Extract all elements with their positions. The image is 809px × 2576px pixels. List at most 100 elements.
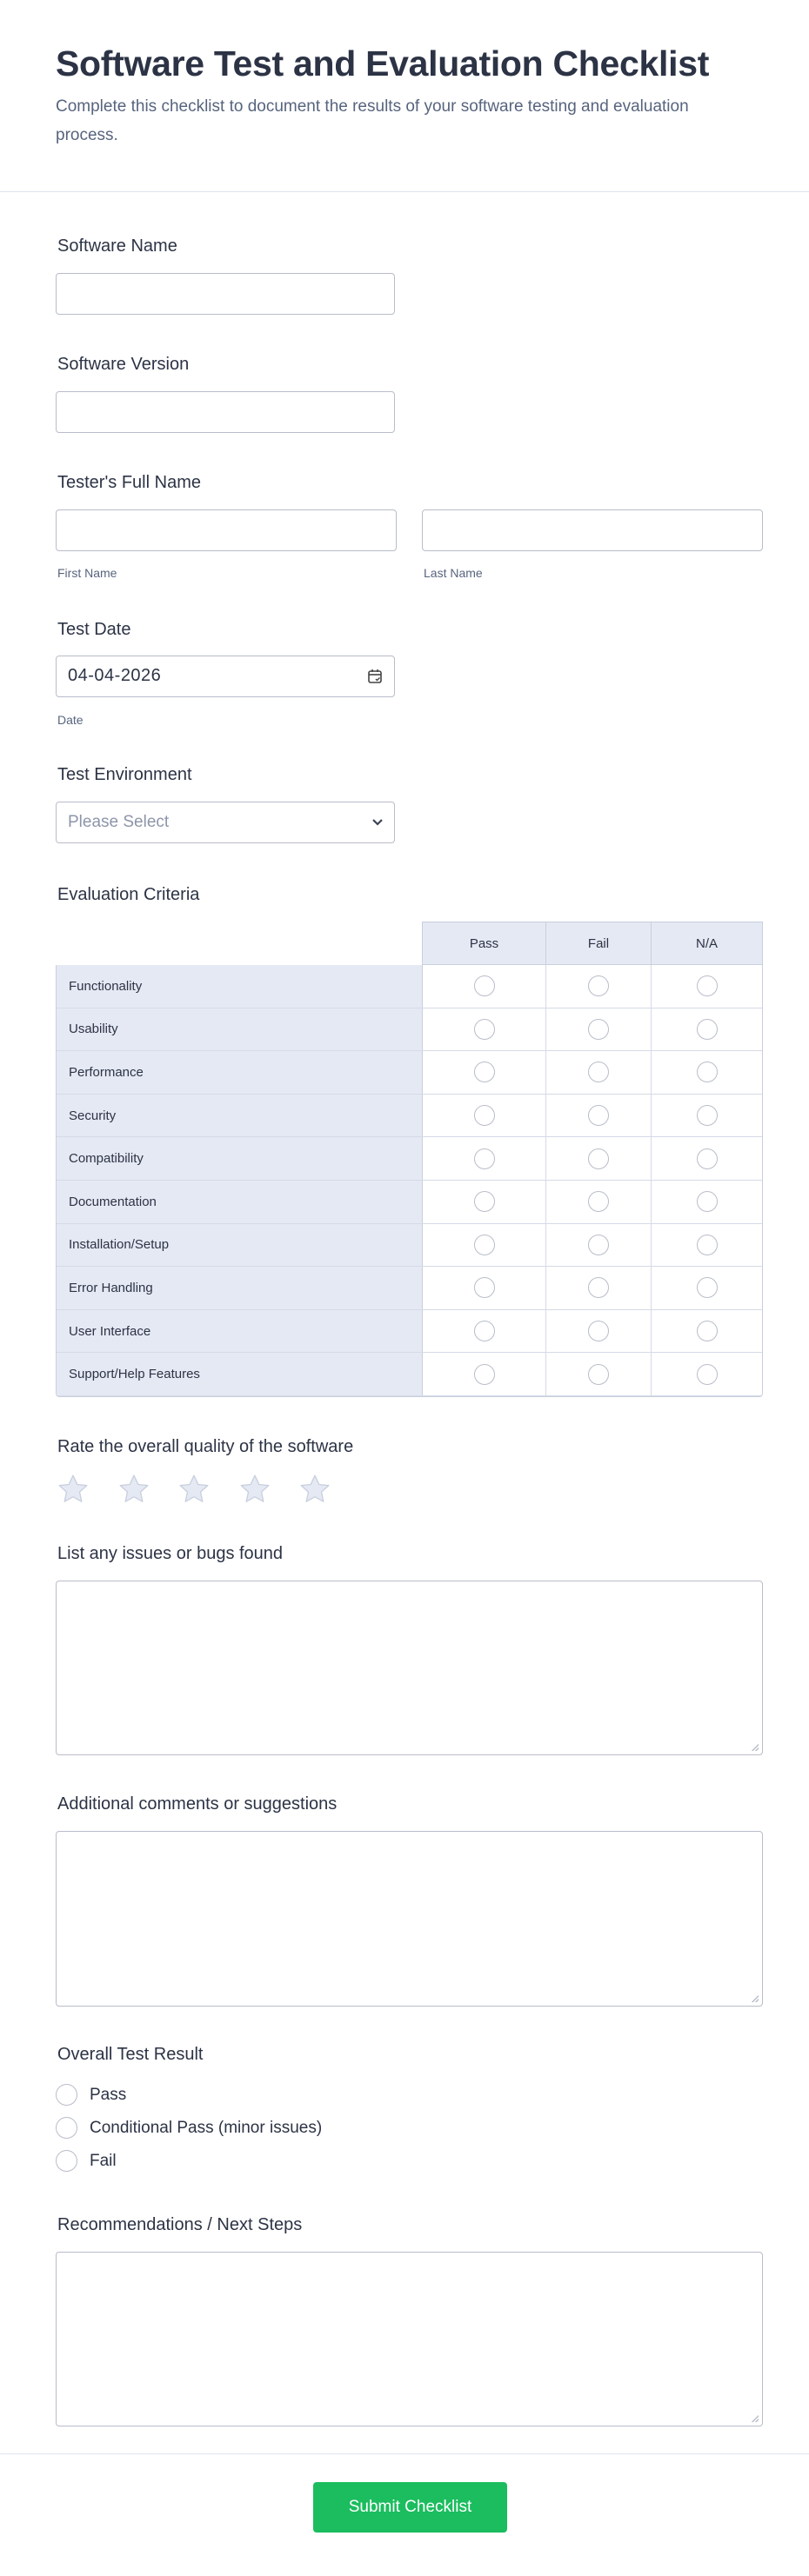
star-icon[interactable]	[237, 1472, 272, 1507]
comments-textarea[interactable]	[56, 1831, 763, 2007]
calendar-icon[interactable]	[366, 668, 384, 685]
radio-na[interactable]	[697, 1105, 718, 1127]
matrix-row: Documentation	[57, 1181, 762, 1224]
matrix-cell	[423, 1137, 546, 1180]
issues-textarea[interactable]	[56, 1581, 763, 1755]
issues-label: List any issues or bugs found	[57, 1544, 284, 1563]
matrix-cell	[652, 1137, 762, 1180]
first-name-input[interactable]	[56, 509, 397, 551]
radio-na[interactable]	[697, 1191, 718, 1213]
recommendations-textarea[interactable]	[56, 2252, 763, 2426]
radio-pass[interactable]	[473, 1148, 495, 1169]
matrix-cell	[423, 1051, 546, 1094]
matrix-cell	[423, 1223, 546, 1267]
matrix-cell	[652, 1267, 762, 1309]
matrix-row-label: User Interface	[57, 1309, 423, 1353]
radio-button[interactable]	[56, 2084, 77, 2106]
radio-fail[interactable]	[588, 1062, 609, 1083]
matrix-row: Security	[57, 1094, 762, 1138]
matrix-cell	[546, 1353, 652, 1395]
test-date-sublabel: Date	[57, 713, 84, 727]
radio-pass[interactable]	[473, 1321, 495, 1342]
matrix-row-label: Performance	[57, 1051, 423, 1094]
radio-button[interactable]	[56, 2117, 77, 2139]
star-icon[interactable]	[56, 1472, 90, 1507]
option-label: Conditional Pass (minor issues)	[90, 2118, 323, 2137]
matrix-row-label: Support/Help Features	[57, 1353, 423, 1395]
matrix-cell	[652, 1181, 762, 1223]
test-environment-select[interactable]: Please Select	[56, 802, 395, 843]
radio-na[interactable]	[697, 975, 718, 997]
radio-pass[interactable]	[473, 1277, 495, 1299]
star-icon[interactable]	[117, 1472, 151, 1507]
tester-name-label: Tester's Full Name	[57, 473, 201, 492]
matrix-cell	[546, 965, 652, 1008]
last-name-sublabel: Last Name	[424, 566, 483, 580]
matrix-column-header: Pass	[422, 922, 546, 965]
radio-na[interactable]	[697, 1277, 718, 1299]
matrix-cell	[546, 1267, 652, 1309]
radio-fail[interactable]	[588, 1148, 609, 1169]
star-icon[interactable]	[298, 1472, 332, 1507]
radio-na[interactable]	[697, 1363, 718, 1385]
radio-fail[interactable]	[588, 1234, 609, 1255]
radio-na[interactable]	[697, 1148, 718, 1169]
matrix-row: Installation/Setup	[57, 1223, 762, 1268]
radio-fail[interactable]	[588, 1321, 609, 1342]
radio-button[interactable]	[56, 2150, 77, 2172]
software-name-label: Software Name	[57, 236, 177, 256]
radio-na[interactable]	[697, 1321, 718, 1342]
radio-fail[interactable]	[588, 1191, 609, 1213]
software-version-input[interactable]	[56, 391, 395, 433]
matrix-row-label: Documentation	[57, 1181, 423, 1223]
radio-pass[interactable]	[473, 1062, 495, 1083]
first-name-sublabel: First Name	[57, 566, 117, 580]
radio-na[interactable]	[697, 1062, 718, 1083]
matrix-cell	[652, 1008, 762, 1051]
radio-pass[interactable]	[473, 1105, 495, 1127]
radio-pass[interactable]	[473, 1234, 495, 1255]
star-icon[interactable]	[177, 1472, 211, 1507]
resize-handle[interactable]	[752, 1995, 759, 2002]
evaluation-criteria-label: Evaluation Criteria	[57, 885, 200, 904]
matrix-cell	[423, 1008, 546, 1051]
page-title: Software Test and Evaluation Checklist	[56, 43, 710, 83]
option-label: Fail	[90, 2151, 117, 2170]
matrix-row-label: Error Handling	[57, 1267, 423, 1309]
radio-fail[interactable]	[588, 975, 609, 997]
radio-pass[interactable]	[473, 1018, 495, 1040]
matrix-row: User Interface	[57, 1309, 762, 1354]
software-name-input[interactable]	[56, 273, 395, 315]
page-subtitle: Complete this checklist to document the …	[56, 97, 689, 144]
matrix-column-header: N/A	[651, 922, 763, 965]
radio-pass[interactable]	[473, 975, 495, 997]
result-option-conditional-pass[interactable]: Conditional Pass (minor issues)	[56, 2117, 322, 2139]
radio-na[interactable]	[697, 1018, 718, 1040]
overall-result-label: Overall Test Result	[57, 2045, 204, 2064]
radio-pass[interactable]	[473, 1191, 495, 1213]
matrix-cell	[652, 1224, 762, 1267]
test-date-input[interactable]: 04-04-2026	[56, 656, 395, 697]
matrix-cell	[652, 1353, 762, 1395]
matrix-cell	[652, 1095, 762, 1137]
radio-fail[interactable]	[588, 1363, 609, 1385]
last-name-input[interactable]	[422, 509, 763, 551]
matrix-row-label: Security	[57, 1094, 423, 1137]
submit-button[interactable]: Submit Checklist	[313, 2482, 507, 2533]
radio-fail[interactable]	[588, 1277, 609, 1299]
radio-fail[interactable]	[588, 1018, 609, 1040]
radio-na[interactable]	[697, 1234, 718, 1255]
test-date-label: Test Date	[57, 620, 131, 639]
radio-pass[interactable]	[473, 1363, 495, 1385]
result-option-pass[interactable]: Pass	[56, 2084, 126, 2106]
matrix-row: Error Handling	[57, 1267, 762, 1310]
resize-handle[interactable]	[752, 2415, 759, 2422]
radio-fail[interactable]	[588, 1105, 609, 1127]
matrix-cell	[546, 1008, 652, 1051]
matrix-cell	[423, 1309, 546, 1353]
resize-handle[interactable]	[752, 1744, 759, 1751]
footer-divider	[0, 2453, 809, 2454]
test-environment-label: Test Environment	[57, 765, 192, 784]
result-option-fail[interactable]: Fail	[56, 2150, 117, 2172]
matrix-cell	[546, 1094, 652, 1137]
